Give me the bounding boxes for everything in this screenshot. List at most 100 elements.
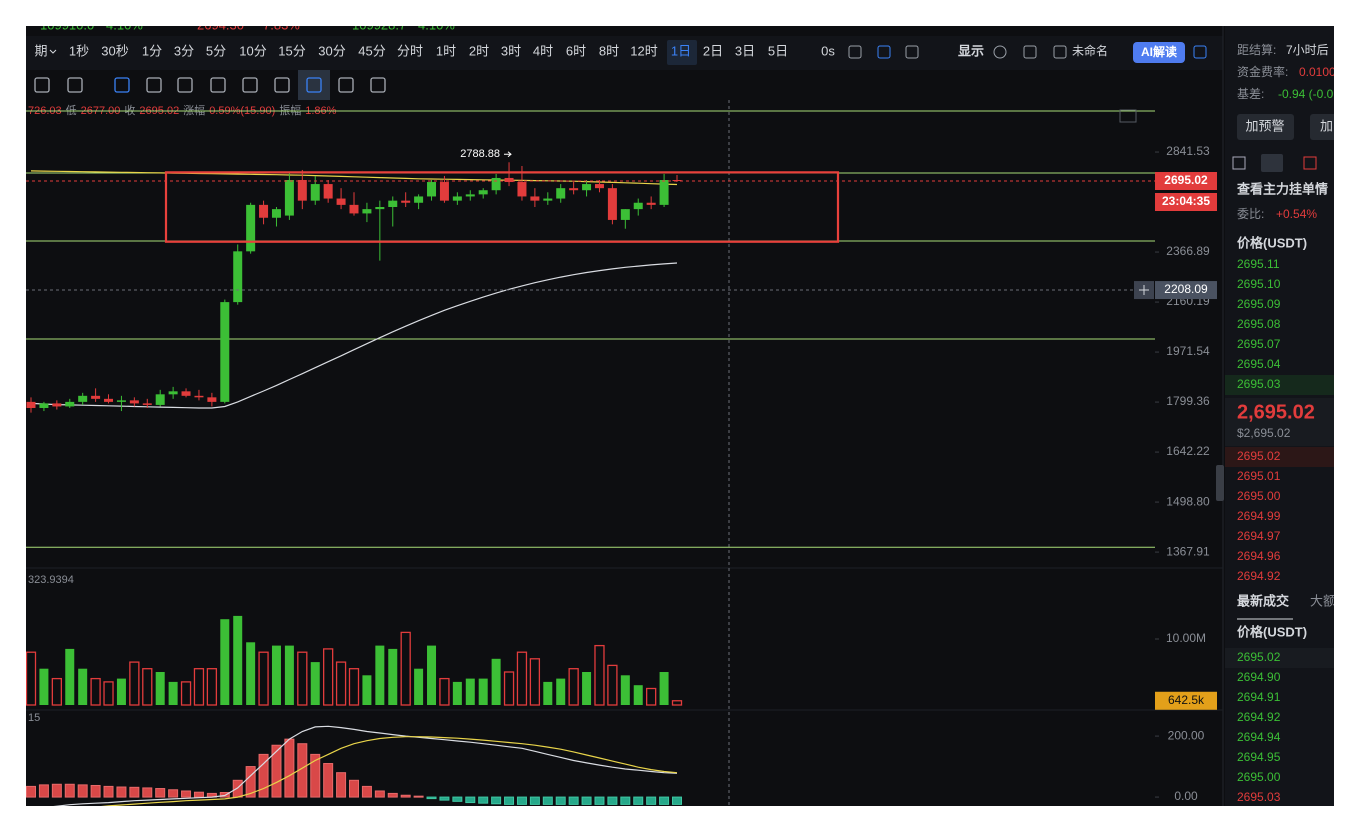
volume-bar [659, 672, 669, 705]
interval-option[interactable]: 4时 [533, 43, 553, 58]
volume-bar [594, 644, 605, 706]
volume-bar [388, 648, 398, 705]
y-tick-label: 2841.53 [1166, 144, 1210, 158]
macd-hist-bar [168, 789, 179, 798]
interval-option[interactable]: 15分 [278, 43, 305, 58]
candle-body [414, 196, 424, 203]
macd-hist-bar [516, 796, 527, 805]
toolbar-icon[interactable] [905, 45, 919, 59]
volume-bar [323, 648, 334, 706]
interval-option[interactable]: 1日 [671, 43, 691, 58]
interval-option[interactable]: 6时 [566, 43, 586, 58]
candle-body [78, 395, 88, 402]
macd-header: 15 [28, 712, 40, 724]
interval-option[interactable]: 期 [34, 43, 47, 58]
display-button[interactable]: 显示 [958, 43, 984, 58]
volume-bar [620, 675, 630, 705]
interval-option[interactable]: 2日 [703, 43, 723, 58]
macd-hist-bar [245, 766, 256, 798]
layout-name[interactable]: 未命名 [1072, 43, 1108, 58]
candle-body [65, 401, 75, 407]
volume-bar [310, 662, 320, 705]
macd-hist-bar [504, 796, 515, 805]
drawing-tool[interactable] [242, 77, 258, 93]
expand-icon[interactable] [1119, 109, 1137, 123]
drawing-tool[interactable] [146, 77, 162, 93]
selected-interval-bg [667, 40, 697, 65]
candle-body [39, 403, 49, 408]
macd-hist-bar [64, 783, 75, 798]
volume-bar [90, 677, 101, 706]
candle-body [478, 190, 488, 195]
interval-option[interactable]: 8时 [599, 43, 619, 58]
ask-price: 2695.10 [1237, 277, 1281, 291]
bid-highlight [1225, 447, 1334, 467]
drawing-tool[interactable] [177, 77, 193, 93]
toolbar-icon[interactable] [1023, 45, 1037, 59]
ai-button[interactable]: AI解读 [1141, 44, 1177, 59]
drawing-tool[interactable] [67, 77, 83, 93]
macd-hist-bar [646, 796, 657, 805]
interval-option[interactable]: 1秒 [69, 43, 89, 58]
interval-option[interactable]: 3分 [174, 43, 194, 58]
volume-bar [180, 681, 192, 706]
candle-body [543, 198, 553, 201]
large-trades-tab: 大额 [1310, 593, 1336, 608]
toolbar-icon[interactable] [993, 45, 1007, 59]
trade-price: 2695.00 [1237, 770, 1281, 784]
toolbar-icon[interactable] [877, 45, 891, 59]
drawing-tool[interactable] [114, 77, 130, 93]
trade-price: 2694.90 [1237, 670, 1281, 684]
interval-option[interactable]: 分时 [397, 43, 423, 58]
interval-option[interactable]: 1分 [142, 43, 162, 58]
drawing-tool[interactable] [306, 77, 322, 93]
ask-price: 2695.11 [1237, 257, 1280, 271]
drawing-tool[interactable] [338, 77, 354, 93]
drawing-tool[interactable] [274, 77, 290, 93]
button-bg[interactable] [1237, 114, 1294, 140]
interval-option[interactable]: 3时 [501, 43, 521, 58]
ai-button-bg[interactable] [1133, 42, 1185, 63]
countdown-toggle[interactable]: 0s [821, 43, 835, 58]
y-tick-label: 1799.36 [1166, 394, 1210, 408]
ask-price: 2695.07 [1237, 337, 1281, 351]
macd-hist-bar [116, 786, 127, 798]
volume-bar [516, 651, 528, 706]
candle-body [181, 391, 191, 396]
icon-selected[interactable] [1261, 154, 1283, 172]
interval-option[interactable]: 2时 [469, 43, 489, 58]
collapse-handle[interactable] [1216, 465, 1224, 501]
volume-bar [193, 668, 205, 706]
interval-option[interactable]: 30分 [318, 43, 345, 58]
toolbar-icon[interactable] [1053, 45, 1067, 59]
volume-bar [103, 681, 114, 706]
interval-option[interactable]: 1时 [436, 43, 456, 58]
macd-hist-bar [581, 796, 592, 805]
drawing-tool[interactable] [210, 77, 226, 93]
icon[interactable] [1303, 156, 1317, 170]
volume-bar [206, 668, 218, 706]
ask-price: 2695.04 [1237, 357, 1281, 371]
toolbar-icon[interactable] [1193, 45, 1207, 59]
interval-option[interactable]: 12时 [630, 43, 657, 58]
drawing-tool[interactable] [370, 77, 386, 93]
drawing-tool[interactable] [34, 77, 50, 93]
button-bg[interactable] [1310, 114, 1350, 140]
macd-hist-bar [387, 792, 398, 798]
interval-option[interactable]: 45分 [358, 43, 385, 58]
trade-price: 2695.02 [1237, 650, 1281, 664]
candle-body [607, 188, 617, 220]
interval-option[interactable]: 5日 [768, 43, 788, 58]
toolbar-icon[interactable] [848, 45, 862, 59]
candle-body [323, 184, 333, 199]
macd-hist-bar [620, 796, 631, 805]
interval-option[interactable]: 30秒 [101, 43, 128, 58]
volume-bar [582, 672, 592, 705]
icon[interactable] [1232, 156, 1246, 170]
interval-option[interactable]: 3日 [735, 43, 755, 58]
interval-option[interactable]: 5分 [206, 43, 226, 58]
interval-option[interactable]: 10分 [239, 43, 266, 58]
macd-hist-bar [193, 791, 204, 798]
macd-hist-bar [555, 796, 566, 805]
macd-hist-bar [349, 779, 359, 798]
